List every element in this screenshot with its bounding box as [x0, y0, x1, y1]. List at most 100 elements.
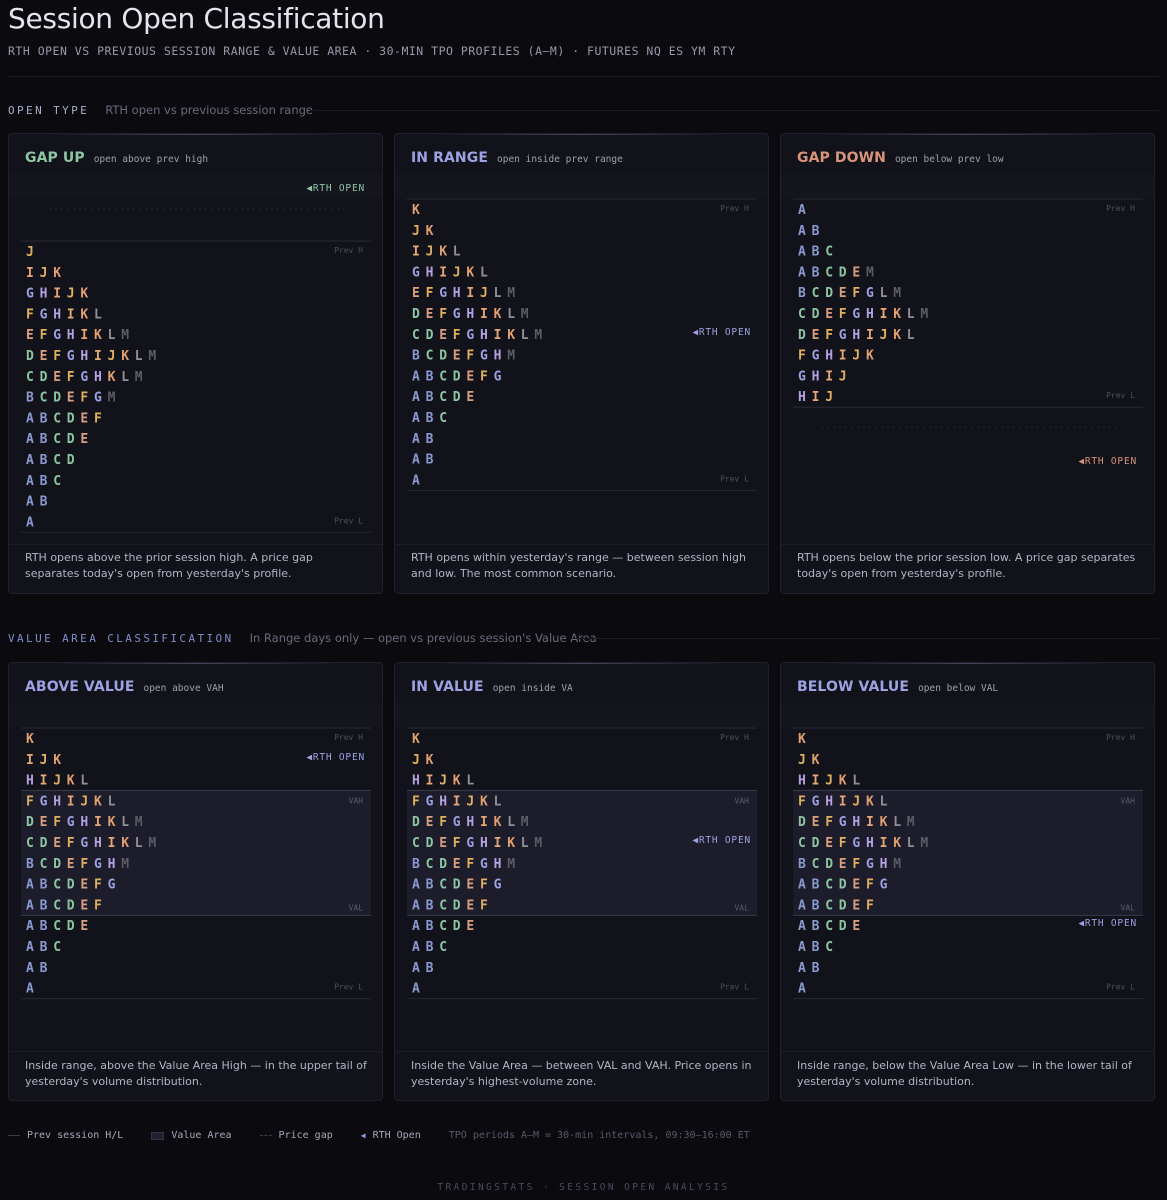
tpo-letter: K: [866, 794, 874, 809]
tpo-row: A: [798, 982, 806, 997]
legend-rth-open: ◀ RTH Open: [361, 1130, 421, 1141]
tpo-letter: G: [466, 328, 474, 343]
tpo-letter: C: [825, 265, 833, 280]
tpo-letter: I: [26, 753, 34, 768]
tpo-letter: B: [426, 898, 434, 913]
tpo-letter: A: [412, 982, 420, 997]
tpo-letter: A: [412, 940, 420, 955]
tpo-letter: D: [453, 390, 461, 405]
tpo-letter: L: [907, 307, 915, 322]
tpo-letter: L: [466, 774, 474, 789]
tpo-letter: D: [825, 857, 833, 872]
header-band: [395, 174, 768, 198]
card-description: RTH opens below the prior session low. A…: [797, 551, 1136, 580]
tpo-letter: J: [412, 753, 420, 768]
tpo-letter: E: [40, 815, 48, 830]
tpo-letter: C: [26, 370, 34, 385]
tpo-letter: B: [426, 878, 434, 893]
tpo-letter: L: [80, 774, 88, 789]
tpo-letter: I: [108, 836, 116, 851]
tpo-letter: C: [825, 245, 833, 260]
section-label: OPEN TYPE: [8, 104, 90, 117]
tpo-letter: F: [453, 328, 461, 343]
tpo-letter: M: [507, 857, 515, 872]
tpo-letter: M: [521, 307, 529, 322]
tpo-letter: M: [893, 857, 901, 872]
tpo-letter: F: [825, 328, 833, 343]
tpo-letter: E: [453, 349, 461, 364]
prev-high-label: Prev H: [720, 733, 749, 742]
tpo-letter: M: [148, 349, 156, 364]
tpo-letter: B: [40, 432, 48, 447]
tpo-letter: K: [121, 349, 129, 364]
tpo-letter: D: [426, 328, 434, 343]
tpo-letter: J: [825, 390, 833, 405]
tpo-letter: K: [507, 328, 515, 343]
prev-low-label: Prev L: [720, 474, 749, 483]
tpo-letter: J: [80, 794, 88, 809]
header-band: [781, 174, 1154, 198]
tpo-letter: F: [80, 857, 88, 872]
tpo-letter: L: [480, 265, 488, 280]
tpo-letter: I: [80, 328, 88, 343]
tpo-letter: C: [439, 940, 447, 955]
tpo-letter: K: [412, 203, 420, 218]
tpo-letter: A: [412, 369, 420, 384]
tpo-letter: K: [880, 815, 888, 830]
tpo-letter: B: [40, 474, 48, 489]
tpo-letter: G: [94, 857, 102, 872]
card-name: IN VALUE: [411, 679, 484, 695]
tpo-row: A: [412, 982, 420, 997]
tpo-letter: H: [866, 836, 874, 851]
tpo-letter: F: [94, 411, 102, 426]
tpo-letter: F: [26, 307, 34, 322]
rth-open-marker: ◀RTH OPEN: [306, 752, 365, 763]
tpo-letter: M: [521, 815, 529, 830]
tpo-letter: E: [53, 836, 61, 851]
prev-low-label: Prev L: [334, 516, 363, 525]
tpo-letter: C: [812, 857, 820, 872]
card-below-value: BELOW VALUE open below VAL VAH VAL Prev H P…: [780, 662, 1155, 1101]
tpo-letter: L: [121, 815, 129, 830]
tpo-letter: C: [439, 878, 447, 893]
tpo-letter: G: [812, 794, 820, 809]
tpo-letter: D: [67, 432, 75, 447]
tpo-letter: A: [412, 878, 420, 893]
section-label: VALUE AREA CLASSIFICATION: [8, 632, 234, 645]
tpo-letter: G: [839, 815, 847, 830]
tpo-letter: D: [839, 919, 847, 934]
tpo-letter: H: [466, 815, 474, 830]
tpo-row: K: [412, 203, 420, 218]
tpo-letter: H: [798, 774, 806, 789]
tpo-letter: L: [880, 794, 888, 809]
tpo-letter: E: [26, 328, 34, 343]
vah-label: VAH: [1121, 796, 1136, 805]
tpo-letter: B: [812, 265, 820, 280]
tpo-letter: E: [53, 370, 61, 385]
tpo-letter: I: [26, 266, 34, 281]
tpo-letter: I: [480, 815, 488, 830]
tpo-letter: A: [798, 203, 806, 218]
tpo-letter: K: [494, 815, 502, 830]
tpo-letter: A: [798, 898, 806, 913]
tpo-letter: E: [426, 307, 434, 322]
tpo-letter: K: [53, 753, 61, 768]
tpo-letter: A: [798, 265, 806, 280]
tpo-letter: E: [852, 878, 860, 893]
tpo-letter: H: [866, 307, 874, 322]
